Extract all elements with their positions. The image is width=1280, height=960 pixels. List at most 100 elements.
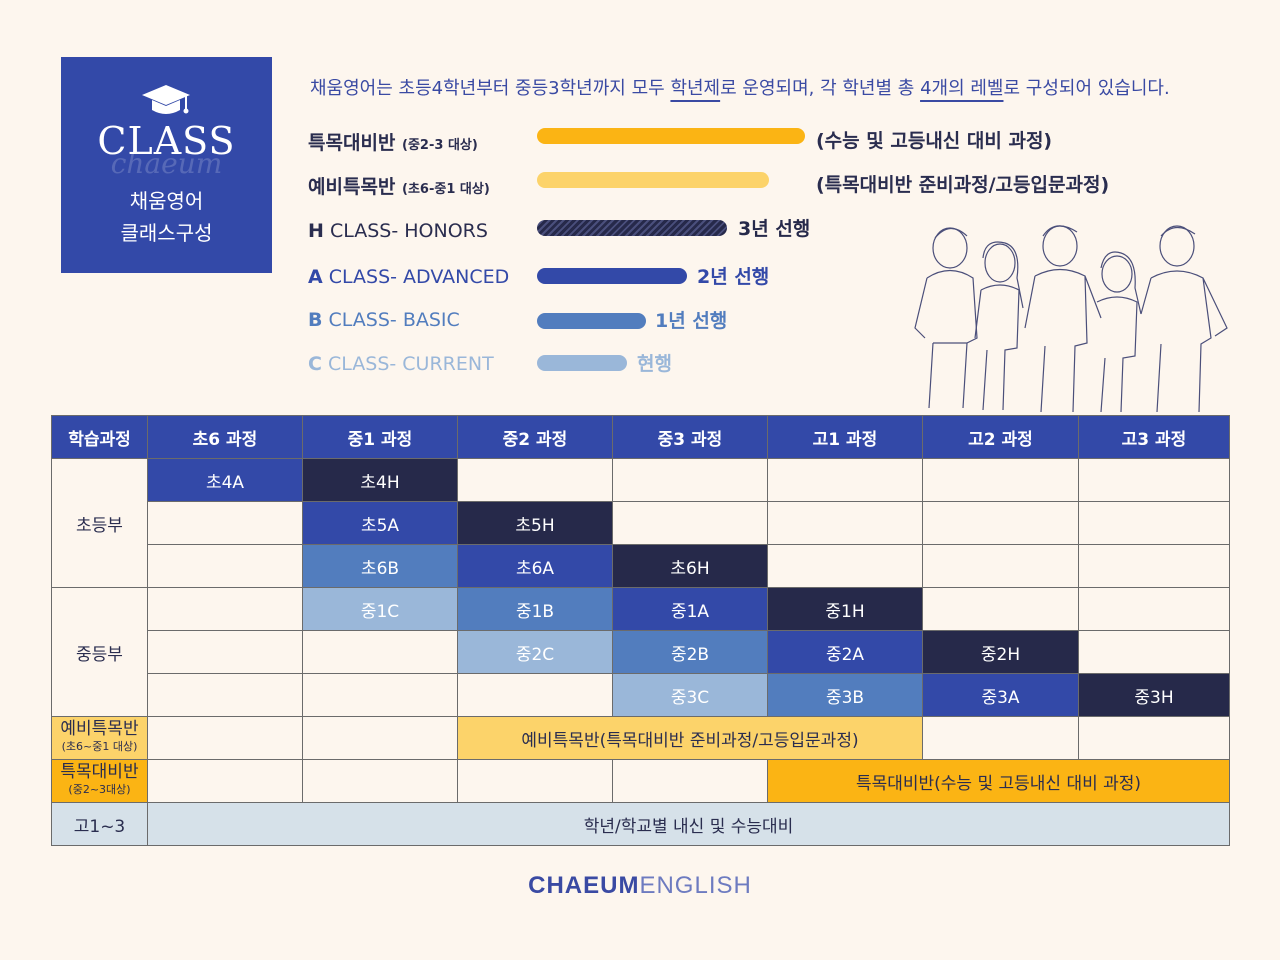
table-row: 중3C 중3B 중3A 중3H <box>52 673 1230 717</box>
table-cell <box>457 759 613 803</box>
table-cell <box>302 673 458 717</box>
legend-note: (특목대비반 준비과정/고등입문과정) <box>816 174 1110 196</box>
intro-part3: 로 구성되어 있습니다. <box>1003 78 1170 99</box>
intro-underline-2: 4개의 레벨 <box>920 78 1004 99</box>
header-cell: 초6 과정 <box>147 415 303 459</box>
table-cell <box>147 630 303 674</box>
legend-label: A CLASS- ADVANCED <box>308 266 510 288</box>
table-cell <box>457 458 613 502</box>
table-cell: 중3A <box>922 673 1079 717</box>
table-cell <box>1078 544 1230 588</box>
table-cell <box>922 587 1079 631</box>
graduation-cap-icon <box>142 85 190 114</box>
table-row: 초5A 초5H <box>52 501 1230 545</box>
table-cell <box>302 759 458 803</box>
legend-label: H CLASS- HONORS <box>308 220 488 242</box>
table-cell: 중1H <box>767 587 923 631</box>
table-cell <box>147 587 303 631</box>
group-label-elementary: 초등부 <box>51 458 148 588</box>
group-label-middle: 중등부 <box>51 587 148 717</box>
table-cell: 중3B <box>767 673 923 717</box>
table-row-special: 특목대비반 (중2~3대상) 특목대비반(수능 및 고등내신 대비 과정) <box>51 759 1230 803</box>
table-cell <box>1078 501 1230 545</box>
table-row-pre-special: 예비특목반 (초6~중1 대상) 예비특목반(특목대비반 준비과정/고등입문과정) <box>51 716 1230 760</box>
legend-label: 예비특목반 (초6-중1 대상) <box>308 175 490 198</box>
legend-bar-advanced <box>537 268 687 284</box>
header-cell: 고3 과정 <box>1078 415 1230 459</box>
table-cell: 초6B <box>302 544 458 588</box>
table-cell <box>302 716 458 760</box>
legend-row-basic: B CLASS- BASIC <box>308 306 460 334</box>
table-cell: 중1B <box>457 587 613 631</box>
legend-bar-basic <box>537 313 646 329</box>
footer-logo-bold: CHAEUM <box>528 872 640 899</box>
students-illustration <box>914 225 1228 413</box>
table-cell: 초4A <box>147 458 303 502</box>
table-cell <box>767 501 923 545</box>
table-cell <box>612 458 768 502</box>
badge-subtitle-line1: 채움영어 <box>129 189 204 213</box>
legend-note: 2년 선행 <box>697 266 770 288</box>
intro-underline-1: 학년제 <box>670 78 721 99</box>
intro-part2: 로 운영되며, 각 학년별 총 <box>720 78 921 99</box>
table-cell: 중2H <box>922 630 1079 674</box>
table-cell: 중2B <box>612 630 768 674</box>
legend-bar-current <box>537 355 627 371</box>
table-header-row: 학습과정 초6 과정 중1 과정 중2 과정 중3 과정 고1 과정 고2 과정… <box>51 415 1230 459</box>
legend-row-advanced: A CLASS- ADVANCED <box>308 263 509 291</box>
table-row: 초등부 초4A 초4H <box>51 458 1230 588</box>
table-cell <box>922 716 1079 760</box>
footer-logo: CHAEUMENGLISH <box>0 872 1280 900</box>
table-cell <box>922 544 1079 588</box>
table-cell <box>1078 458 1230 502</box>
table-cell: 초4H <box>302 458 458 502</box>
legend-label: C CLASS- CURRENT <box>308 353 494 375</box>
table-cell: 초6A <box>457 544 613 588</box>
table-cell <box>1078 630 1230 674</box>
table-row: 중등부 중1C 중1B 중1A 중1H <box>51 587 1230 717</box>
header-cell: 고2 과정 <box>922 415 1079 459</box>
header-cell: 중3 과정 <box>612 415 768 459</box>
table-cell <box>457 673 613 717</box>
legend-label: B CLASS- BASIC <box>308 309 460 331</box>
high-label: 고1~3 <box>51 802 148 846</box>
legend-note: 3년 선행 <box>738 218 811 240</box>
legend-note: 현행 <box>637 353 672 375</box>
table-cell <box>922 501 1079 545</box>
intro-part1: 채움영어는 초등4학년부터 중등3학년까지 모두 <box>310 78 671 99</box>
pre-special-span: 예비특목반(특목대비반 준비과정/고등입문과정) <box>457 716 923 760</box>
header-cell: 고1 과정 <box>767 415 923 459</box>
legend-note: (수능 및 고등내신 대비 과정) <box>816 130 1053 152</box>
table-cell <box>612 501 768 545</box>
table-cell <box>147 759 303 803</box>
table-row: 초6B 초6A 초6H <box>52 544 1230 588</box>
legend-bar-pre <box>537 172 769 188</box>
legend-bar-honors <box>537 220 727 236</box>
table-cell <box>147 716 303 760</box>
badge-subtitle: 채움영어 클래스구성 <box>61 185 272 249</box>
table-row-high: 고1~3 학년/학교별 내신 및 수능대비 <box>51 802 1230 846</box>
legend-row-pre: 예비특목반 (초6-중1 대상) <box>308 171 490 199</box>
header-cell: 중1 과정 <box>302 415 458 459</box>
table-cell <box>302 630 458 674</box>
legend-note: 1년 선행 <box>655 310 728 332</box>
special-label: 특목대비반 (중2~3대상) <box>51 759 148 803</box>
table-cell <box>147 501 303 545</box>
table-cell: 중3H <box>1078 673 1230 717</box>
table-cell <box>612 759 768 803</box>
table-row: 중2C 중2B 중2A 중2H <box>52 630 1230 674</box>
table-cell <box>147 673 303 717</box>
legend-bar-special <box>537 128 805 144</box>
table-cell: 중3C <box>612 673 768 717</box>
table-cell: 중2C <box>457 630 613 674</box>
table-cell: 초6H <box>612 544 768 588</box>
table-cell: 초5H <box>457 501 613 545</box>
pre-special-label: 예비특목반 (초6~중1 대상) <box>51 716 148 760</box>
legend-label: 특목대비반 (중2-3 대상) <box>308 131 478 154</box>
badge-script-logo: chaeum <box>110 147 223 180</box>
table-cell <box>1078 587 1230 631</box>
class-badge: chaeum CLASS 채움영어 클래스구성 <box>61 57 272 273</box>
badge-subtitle-line2: 클래스구성 <box>120 221 213 245</box>
table-cell <box>767 544 923 588</box>
high-span: 학년/학교별 내신 및 수능대비 <box>147 802 1230 846</box>
